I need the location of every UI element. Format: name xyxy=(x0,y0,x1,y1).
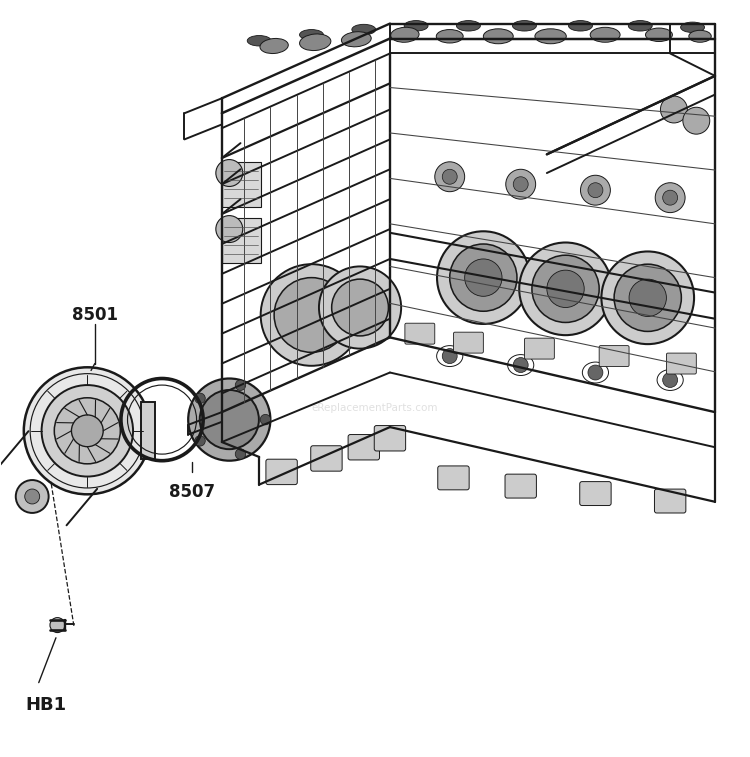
Circle shape xyxy=(435,162,465,192)
Text: 8507: 8507 xyxy=(169,483,215,501)
Circle shape xyxy=(513,357,528,372)
Text: eReplacementParts.com: eReplacementParts.com xyxy=(312,403,438,413)
Circle shape xyxy=(25,489,40,504)
FancyBboxPatch shape xyxy=(438,466,470,490)
Ellipse shape xyxy=(483,29,513,44)
FancyBboxPatch shape xyxy=(374,425,406,451)
Circle shape xyxy=(195,393,206,403)
Ellipse shape xyxy=(404,20,428,31)
Circle shape xyxy=(547,270,584,307)
Circle shape xyxy=(319,266,401,349)
Ellipse shape xyxy=(341,32,371,47)
Circle shape xyxy=(580,176,610,205)
FancyBboxPatch shape xyxy=(222,162,261,207)
Circle shape xyxy=(682,107,709,134)
Ellipse shape xyxy=(260,39,288,54)
Ellipse shape xyxy=(535,29,566,44)
Circle shape xyxy=(16,480,49,513)
Circle shape xyxy=(450,244,517,311)
Circle shape xyxy=(513,176,528,192)
Circle shape xyxy=(236,380,246,391)
FancyBboxPatch shape xyxy=(655,489,686,513)
Ellipse shape xyxy=(568,20,592,31)
Circle shape xyxy=(614,264,681,332)
Ellipse shape xyxy=(299,30,323,40)
Circle shape xyxy=(442,349,458,363)
FancyBboxPatch shape xyxy=(599,346,629,366)
Circle shape xyxy=(588,182,603,198)
FancyBboxPatch shape xyxy=(505,474,536,498)
Circle shape xyxy=(663,190,677,205)
Circle shape xyxy=(261,264,362,366)
Ellipse shape xyxy=(248,36,272,46)
Circle shape xyxy=(506,170,536,199)
Circle shape xyxy=(24,367,151,494)
FancyBboxPatch shape xyxy=(667,353,696,374)
Ellipse shape xyxy=(299,34,331,51)
FancyBboxPatch shape xyxy=(454,332,483,353)
Circle shape xyxy=(236,449,246,459)
Circle shape xyxy=(54,397,120,464)
Circle shape xyxy=(50,618,65,633)
Circle shape xyxy=(661,96,687,123)
Circle shape xyxy=(588,365,603,380)
Circle shape xyxy=(195,435,206,446)
Circle shape xyxy=(216,216,243,242)
FancyBboxPatch shape xyxy=(310,446,342,471)
Circle shape xyxy=(274,278,349,352)
Ellipse shape xyxy=(512,20,536,31)
Circle shape xyxy=(656,182,685,213)
Ellipse shape xyxy=(628,20,652,31)
Ellipse shape xyxy=(680,22,704,33)
Circle shape xyxy=(188,378,271,461)
Text: 8501: 8501 xyxy=(72,306,118,324)
Circle shape xyxy=(532,255,599,322)
Circle shape xyxy=(602,251,694,344)
Circle shape xyxy=(260,414,271,425)
Circle shape xyxy=(629,279,667,316)
FancyBboxPatch shape xyxy=(580,481,611,506)
Circle shape xyxy=(519,242,612,335)
Ellipse shape xyxy=(352,24,376,35)
Circle shape xyxy=(71,415,104,447)
FancyBboxPatch shape xyxy=(348,435,380,460)
Text: HB1: HB1 xyxy=(26,696,67,714)
Circle shape xyxy=(663,372,677,388)
Ellipse shape xyxy=(457,20,480,31)
Circle shape xyxy=(442,170,458,184)
FancyBboxPatch shape xyxy=(222,218,261,263)
Polygon shape xyxy=(141,402,154,459)
Circle shape xyxy=(437,232,530,324)
FancyBboxPatch shape xyxy=(524,338,554,359)
Circle shape xyxy=(332,279,388,336)
FancyBboxPatch shape xyxy=(266,459,297,484)
Ellipse shape xyxy=(688,30,711,42)
Ellipse shape xyxy=(436,30,463,43)
Ellipse shape xyxy=(646,28,673,42)
Ellipse shape xyxy=(391,27,419,42)
Circle shape xyxy=(465,259,502,296)
Ellipse shape xyxy=(590,27,620,42)
Circle shape xyxy=(200,390,259,449)
Circle shape xyxy=(216,160,243,186)
FancyBboxPatch shape xyxy=(405,323,435,344)
Circle shape xyxy=(41,385,133,477)
